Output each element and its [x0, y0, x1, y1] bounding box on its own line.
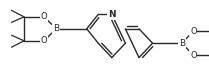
- Text: N: N: [108, 10, 116, 19]
- Text: O: O: [190, 51, 197, 60]
- Text: O: O: [41, 12, 47, 21]
- Text: B: B: [53, 24, 60, 33]
- Text: B: B: [179, 39, 185, 48]
- Text: O: O: [41, 36, 47, 45]
- Text: O: O: [190, 27, 197, 36]
